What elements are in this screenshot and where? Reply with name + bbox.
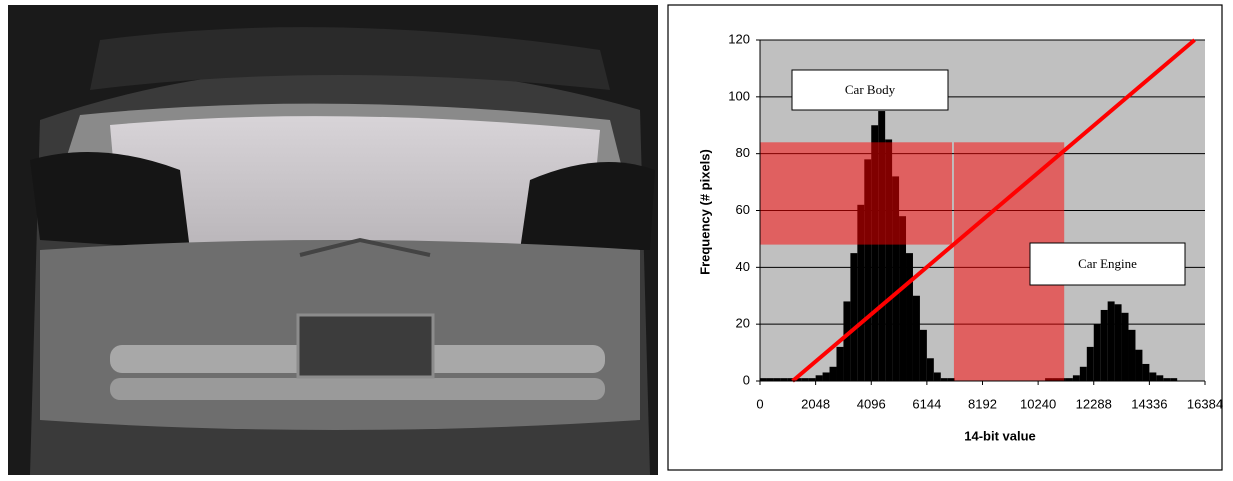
histogram-bar (899, 216, 907, 381)
histogram-bar (1114, 304, 1122, 381)
x-tick-label: 16384 (1187, 396, 1223, 411)
y-tick-label: 80 (736, 145, 750, 160)
histogram-bar (926, 358, 934, 381)
histogram-bar (1128, 329, 1136, 381)
histogram-bar (885, 139, 893, 381)
annotation-box (1029, 242, 1186, 286)
y-tick-label: 0 (743, 372, 750, 387)
annotation: Car Body (845, 82, 896, 97)
x-tick-label: 6144 (912, 396, 941, 411)
histogram-bar (1149, 372, 1157, 381)
x-axis-label: 14-bit value (964, 428, 1036, 443)
histogram-bar (822, 372, 830, 381)
x-tick-label: 10240 (1020, 396, 1056, 411)
y-tick-label: 100 (728, 88, 750, 103)
histogram-bar (1079, 366, 1087, 381)
y-tick-label: 20 (736, 316, 750, 331)
y-axis-label: Frequency (# pixels) (697, 149, 712, 275)
histogram-bar (1072, 375, 1080, 381)
histogram-bar (906, 253, 913, 381)
histogram-bar (829, 366, 837, 381)
histogram-bar (1170, 378, 1178, 381)
x-tick-label: 14336 (1131, 396, 1167, 411)
histogram-bar (1086, 346, 1094, 381)
histogram-bar (878, 111, 886, 382)
car-photo (8, 5, 658, 476)
histogram-bar (787, 378, 795, 381)
histogram-bar (1100, 309, 1108, 381)
histogram-bar (1163, 378, 1171, 381)
histogram-bar (773, 378, 781, 381)
histogram-bar (808, 378, 816, 381)
histogram-bar (940, 378, 948, 381)
y-tick-label: 60 (736, 202, 750, 217)
histogram-bar (871, 125, 879, 381)
x-tick-label: 0 (756, 396, 763, 411)
histogram-bar (794, 378, 802, 381)
histogram-bar (1142, 363, 1150, 381)
histogram-bar (760, 378, 767, 381)
histogram-bar (843, 301, 851, 381)
histogram-bar (766, 378, 774, 381)
histogram-bar (780, 378, 788, 381)
histogram-bar (1065, 378, 1073, 381)
x-tick-label: 4096 (857, 396, 886, 411)
histogram-bar (1093, 324, 1101, 381)
histogram-bar (864, 159, 872, 381)
annotation: Car Engine (1078, 256, 1137, 271)
y-tick-label: 120 (728, 31, 750, 46)
histogram-bar (1121, 312, 1129, 381)
annotation-box (791, 69, 949, 111)
mapping-line (791, 38, 1196, 383)
x-tick-label: 8192 (968, 396, 997, 411)
x-tick-label: 12288 (1076, 396, 1112, 411)
histogram-bar (857, 204, 865, 381)
histogram-bar (1135, 349, 1143, 381)
y-tick-label: 40 (736, 259, 750, 274)
histogram-bar (919, 329, 927, 381)
histogram-bar (850, 253, 858, 381)
histogram-bar (947, 378, 955, 381)
histogram-bar (836, 346, 844, 381)
histogram-bar (892, 176, 900, 381)
histogram-bar (1156, 375, 1164, 381)
histogram-bar (801, 378, 809, 381)
histogram-bar (912, 295, 920, 381)
histogram-bar (933, 372, 941, 381)
histogram-bar (815, 375, 823, 381)
x-tick-label: 2048 (801, 396, 830, 411)
histogram-bar (1107, 301, 1115, 381)
highlight-region (760, 142, 953, 245)
